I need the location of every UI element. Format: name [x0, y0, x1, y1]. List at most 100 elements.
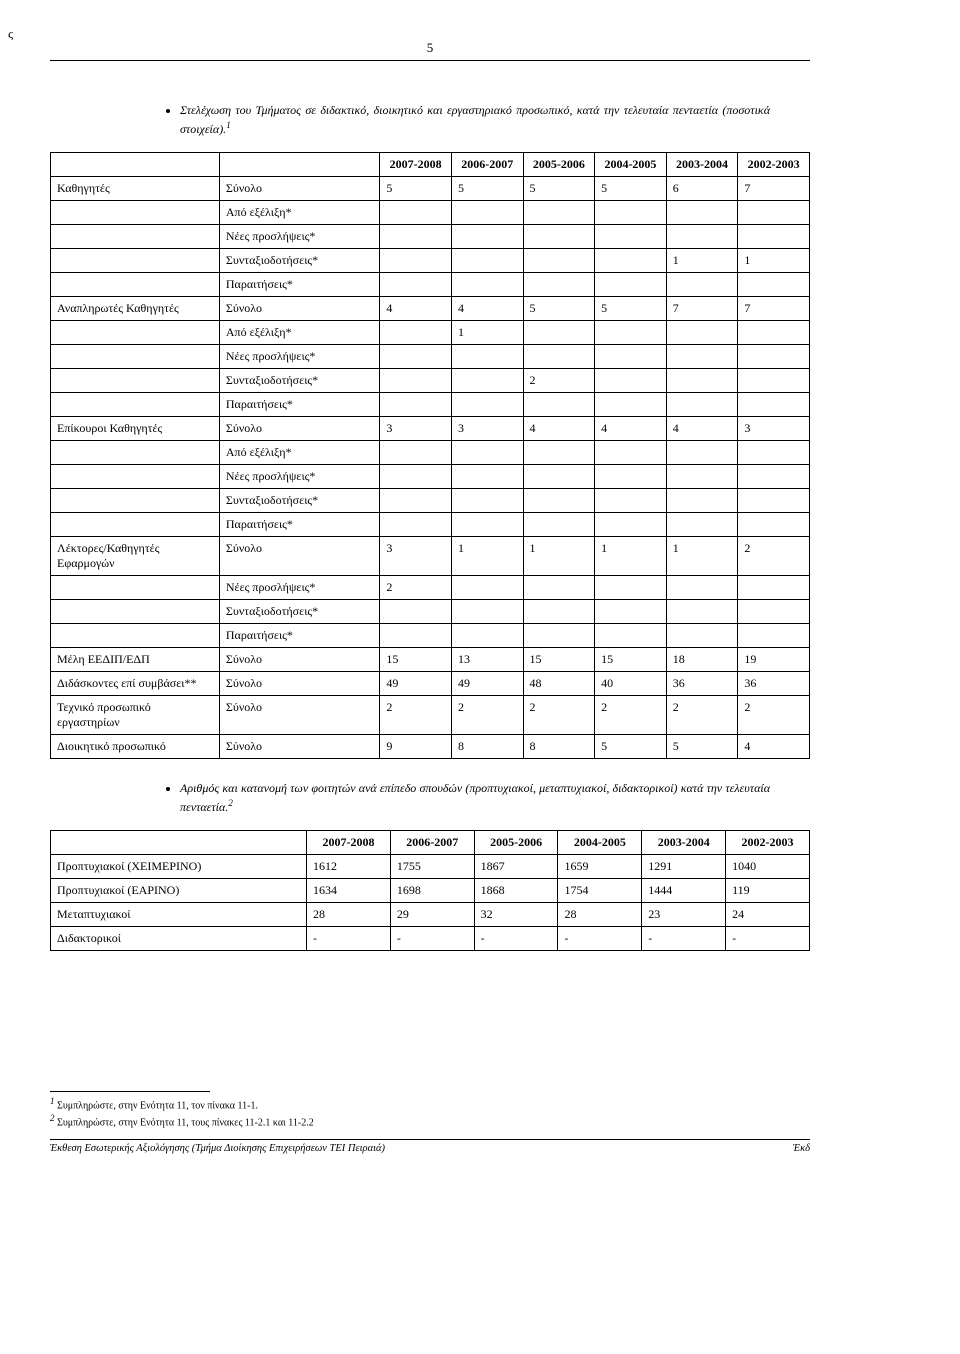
t2-row-3-label: Διδακτορικοί — [51, 927, 307, 951]
t1-row-10-val-3: 4 — [595, 417, 667, 441]
t1-row-18-val-5 — [738, 624, 810, 648]
t1-row-22-val-4: 5 — [666, 735, 738, 759]
t2-row-1-val-3: 1754 — [558, 879, 642, 903]
t1-row-12-val-2 — [523, 465, 595, 489]
t1-row-1-val-5 — [738, 201, 810, 225]
t1-row-6-cat — [51, 321, 220, 345]
table-staffing: 2007-2008 2006-2007 2005-2006 2004-2005 … — [50, 152, 810, 759]
t1-row-8-val-0 — [380, 369, 452, 393]
t2-hdr-blank — [51, 831, 307, 855]
t1-col-5: 2002-2003 — [738, 153, 810, 177]
t1-row-20-sub: Σύνολο — [219, 672, 379, 696]
t1-row-11-val-2 — [523, 441, 595, 465]
t1-row-6-val-0 — [380, 321, 452, 345]
t2-row-0-val-1: 1755 — [390, 855, 474, 879]
t1-row-17-val-5 — [738, 600, 810, 624]
t1-row-0-val-3: 5 — [595, 177, 667, 201]
t1-hdr-blank1 — [51, 153, 220, 177]
t1-row-12-val-1 — [451, 465, 523, 489]
t1-row-22-val-3: 5 — [595, 735, 667, 759]
t1-row-21-val-3: 2 — [595, 696, 667, 735]
t1-row-4-cat — [51, 273, 220, 297]
t1-row-10-sub: Σύνολο — [219, 417, 379, 441]
t2-row-3-val-3: - — [558, 927, 642, 951]
t1-row-4-val-5 — [738, 273, 810, 297]
t1-row-0-val-1: 5 — [451, 177, 523, 201]
t1-row-2-val-5 — [738, 225, 810, 249]
t1-row-19-sub: Σύνολο — [219, 648, 379, 672]
t1-row-1-val-4 — [666, 201, 738, 225]
t2-row-0-val-2: 1867 — [474, 855, 558, 879]
t1-row-5-val-4: 7 — [666, 297, 738, 321]
t1-row-9-sub: Παραιτήσεις* — [219, 393, 379, 417]
table-students: 2007-2008 2006-2007 2005-2006 2004-2005 … — [50, 830, 810, 951]
t1-row-19-val-1: 13 — [451, 648, 523, 672]
t2-row-0-val-3: 1659 — [558, 855, 642, 879]
t1-row-5-val-2: 5 — [523, 297, 595, 321]
t1-row-2-val-0 — [380, 225, 452, 249]
fn2-text: Συμπληρώστε, στην Ενότητα 11, τους πίνακ… — [55, 1118, 314, 1129]
t1-row-15-sub: Σύνολο — [219, 537, 379, 576]
t1-row-16-val-1 — [451, 576, 523, 600]
t1-row-7-sub: Νέες προσλήψεις* — [219, 345, 379, 369]
t1-row-6-sub: Από εξέλιξη* — [219, 321, 379, 345]
t1-row-2-val-3 — [595, 225, 667, 249]
t1-row-4-val-1 — [451, 273, 523, 297]
t1-row-18-val-0 — [380, 624, 452, 648]
t2-row-3-val-1: - — [390, 927, 474, 951]
t1-row-1-val-2 — [523, 201, 595, 225]
t1-row-10-val-1: 3 — [451, 417, 523, 441]
t2-row-2-val-4: 23 — [642, 903, 726, 927]
t1-row-3-val-1 — [451, 249, 523, 273]
t1-row-22-val-2: 8 — [523, 735, 595, 759]
t1-row-21-val-0: 2 — [380, 696, 452, 735]
t2-row-2-val-5: 24 — [726, 903, 810, 927]
t1-row-10-val-5: 3 — [738, 417, 810, 441]
t1-row-18-val-1 — [451, 624, 523, 648]
t2-row-1-val-2: 1868 — [474, 879, 558, 903]
t1-row-13-val-3 — [595, 489, 667, 513]
t1-row-15-val-5: 2 — [738, 537, 810, 576]
t1-hdr-blank2 — [219, 153, 379, 177]
t2-row-0-val-0: 1612 — [307, 855, 391, 879]
t1-row-12-val-3 — [595, 465, 667, 489]
bullet-1-text: Στελέχωση του Τμήματος σε διδακτικό, διο… — [180, 103, 770, 136]
t1-row-16-sub: Νέες προσλήψεις* — [219, 576, 379, 600]
t1-row-11-val-4 — [666, 441, 738, 465]
t1-row-14-val-0 — [380, 513, 452, 537]
t1-row-17-cat — [51, 600, 220, 624]
t2-row-1-val-4: 1444 — [642, 879, 726, 903]
t1-row-1-sub: Από εξέλιξη* — [219, 201, 379, 225]
t1-row-8-val-5 — [738, 369, 810, 393]
t1-row-18-cat — [51, 624, 220, 648]
t1-row-3-val-5: 1 — [738, 249, 810, 273]
t1-row-21-cat: Τεχνικό προσωπικό εργαστηρίων — [51, 696, 220, 735]
t1-row-16-val-2 — [523, 576, 595, 600]
t1-row-8-sub: Συνταξιοδοτήσεις* — [219, 369, 379, 393]
t1-row-2-val-4 — [666, 225, 738, 249]
t2-col-0: 2007-2008 — [307, 831, 391, 855]
top-rule — [50, 60, 810, 61]
t2-row-1-val-5: 119 — [726, 879, 810, 903]
t1-row-5-val-5: 7 — [738, 297, 810, 321]
t1-row-16-val-5 — [738, 576, 810, 600]
footer-right: Έκδ — [793, 1143, 810, 1154]
t1-row-14-val-5 — [738, 513, 810, 537]
t1-row-16-val-3 — [595, 576, 667, 600]
t1-row-13-sub: Συνταξιοδοτήσεις* — [219, 489, 379, 513]
t1-row-22-val-1: 8 — [451, 735, 523, 759]
t2-row-2-val-3: 28 — [558, 903, 642, 927]
t1-row-17-val-1 — [451, 600, 523, 624]
t1-row-22-val-0: 9 — [380, 735, 452, 759]
t1-row-13-cat — [51, 489, 220, 513]
t1-row-18-val-2 — [523, 624, 595, 648]
t1-row-12-sub: Νέες προσλήψεις* — [219, 465, 379, 489]
t1-row-0-cat: Καθηγητές — [51, 177, 220, 201]
t2-row-2-val-1: 29 — [390, 903, 474, 927]
t2-row-3-val-4: - — [642, 927, 726, 951]
t2-row-2-label: Μεταπτυχιακοί — [51, 903, 307, 927]
t2-row-1-label: Προπτυχιακοί (ΕΑΡΙΝΟ) — [51, 879, 307, 903]
t1-row-8-val-3 — [595, 369, 667, 393]
t2-col-1: 2006-2007 — [390, 831, 474, 855]
t1-row-0-val-2: 5 — [523, 177, 595, 201]
